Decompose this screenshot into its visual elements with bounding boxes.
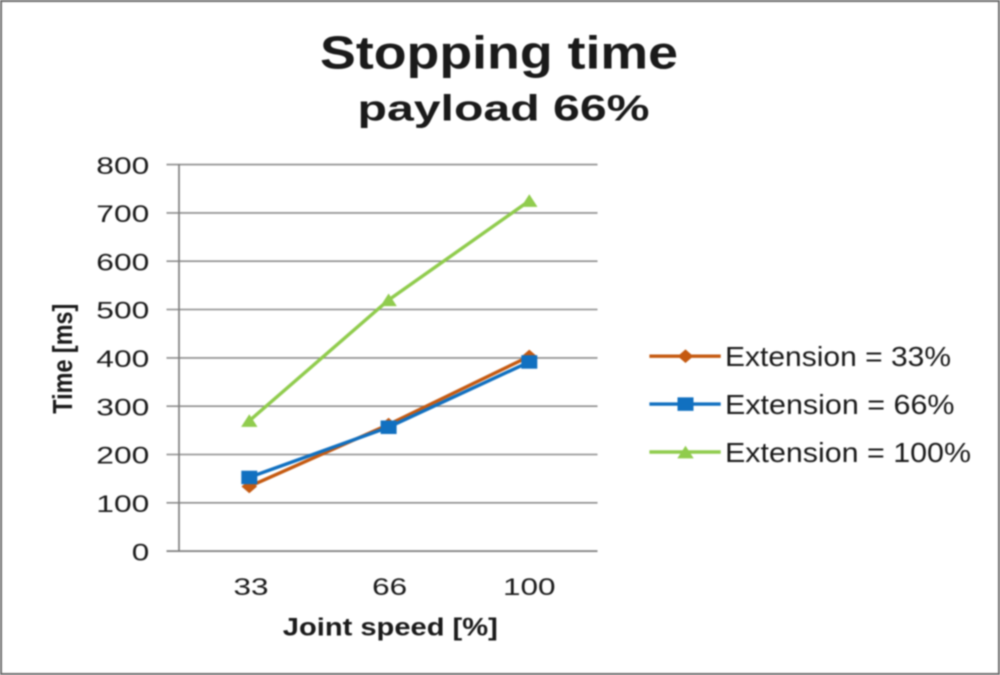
svg-text:600: 600 xyxy=(96,249,149,276)
svg-text:800: 800 xyxy=(96,153,149,180)
svg-text:300: 300 xyxy=(96,394,149,421)
svg-text:400: 400 xyxy=(96,346,149,373)
svg-text:Extension = 66%: Extension = 66% xyxy=(725,389,955,420)
svg-text:100: 100 xyxy=(96,491,149,518)
svg-text:payload 66%: payload 66% xyxy=(358,87,650,128)
svg-text:700: 700 xyxy=(96,201,149,228)
svg-text:Stopping time: Stopping time xyxy=(320,27,678,79)
svg-text:200: 200 xyxy=(96,443,149,470)
svg-text:100: 100 xyxy=(503,574,556,601)
svg-text:Time [ms]: Time [ms] xyxy=(47,304,78,414)
svg-text:33: 33 xyxy=(234,574,269,601)
svg-text:Extension = 33%: Extension = 33% xyxy=(725,341,951,372)
svg-text:Extension = 100%: Extension = 100% xyxy=(725,437,971,468)
svg-text:500: 500 xyxy=(96,298,149,325)
svg-text:Joint speed [%]: Joint speed [%] xyxy=(283,614,498,642)
svg-text:0: 0 xyxy=(132,539,150,566)
svg-text:66: 66 xyxy=(372,574,407,601)
